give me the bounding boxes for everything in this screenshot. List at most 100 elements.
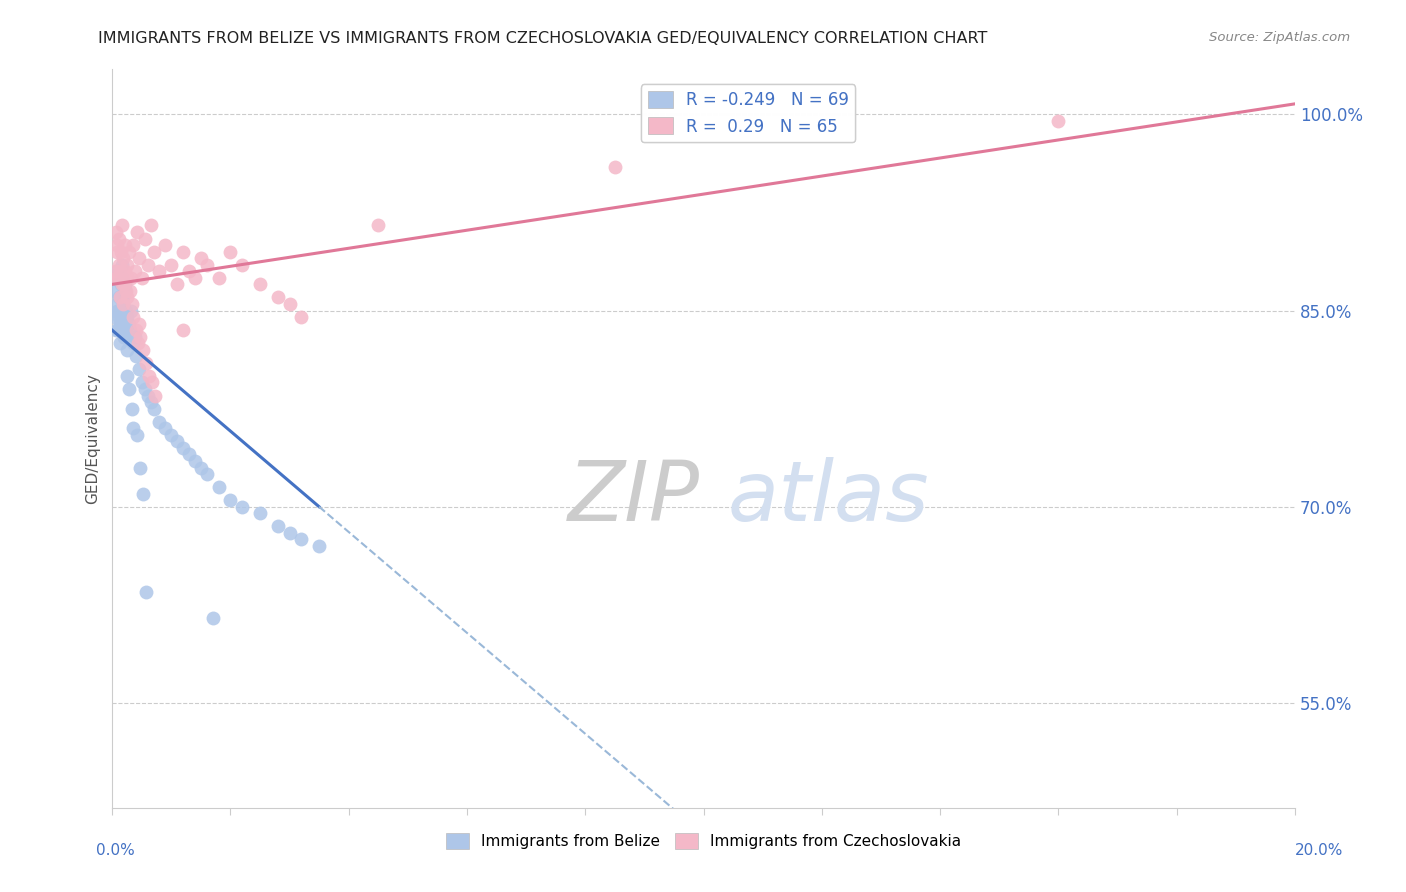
Point — [114, 284, 136, 298]
Point — [110, 317, 132, 331]
Point — [190, 251, 212, 265]
Point — [177, 264, 200, 278]
Point — [121, 238, 143, 252]
Point — [108, 336, 131, 351]
Point — [107, 238, 129, 252]
Point — [115, 343, 138, 357]
Point — [111, 277, 134, 292]
Point — [110, 264, 132, 278]
Point — [184, 454, 207, 468]
Point — [114, 284, 136, 298]
Point — [112, 329, 135, 343]
Point — [139, 219, 162, 233]
Point — [118, 244, 141, 259]
Point — [139, 395, 162, 409]
Point — [124, 329, 146, 343]
Point — [110, 219, 132, 233]
Point — [142, 244, 165, 259]
Text: Source: ZipAtlas.com: Source: ZipAtlas.com — [1209, 31, 1350, 45]
Point — [135, 356, 157, 370]
Point — [135, 584, 157, 599]
Point — [117, 270, 139, 285]
Point — [104, 264, 127, 278]
Legend: R = -0.249   N = 69, R =  0.29   N = 65: R = -0.249 N = 69, R = 0.29 N = 65 — [641, 84, 855, 142]
Point — [136, 388, 159, 402]
Point — [114, 303, 136, 318]
Point — [148, 415, 170, 429]
Point — [249, 506, 271, 520]
Point — [177, 447, 200, 461]
Text: 0.0%: 0.0% — [96, 843, 135, 857]
Point — [112, 290, 135, 304]
Point — [107, 303, 129, 318]
Point — [131, 270, 153, 285]
Point — [125, 225, 148, 239]
Text: atlas: atlas — [727, 457, 929, 538]
Point — [172, 244, 194, 259]
Point — [111, 251, 134, 265]
Point — [219, 244, 242, 259]
Point — [166, 277, 188, 292]
Y-axis label: GED/Equivalency: GED/Equivalency — [86, 373, 100, 503]
Point — [290, 533, 312, 547]
Point — [111, 297, 134, 311]
Point — [121, 336, 143, 351]
Point — [121, 297, 143, 311]
Point — [267, 290, 290, 304]
Point — [110, 290, 132, 304]
Point — [121, 401, 143, 416]
Point — [105, 270, 128, 285]
Point — [114, 277, 136, 292]
Point — [118, 323, 141, 337]
Point — [603, 160, 626, 174]
Point — [138, 368, 160, 383]
Point — [367, 219, 389, 233]
Point — [111, 317, 134, 331]
Point — [128, 362, 150, 376]
Point — [118, 382, 141, 396]
Point — [120, 303, 142, 318]
Point — [108, 290, 131, 304]
Point — [108, 231, 131, 245]
Point — [142, 401, 165, 416]
Point — [249, 277, 271, 292]
Point — [166, 434, 188, 449]
Point — [131, 376, 153, 390]
Point — [107, 258, 129, 272]
Point — [107, 323, 129, 337]
Point — [112, 297, 135, 311]
Point — [112, 329, 135, 343]
Point — [125, 323, 148, 337]
Point — [160, 258, 183, 272]
Point — [267, 519, 290, 533]
Point — [160, 427, 183, 442]
Point — [107, 270, 129, 285]
Point — [278, 525, 301, 540]
Point — [207, 480, 229, 494]
Point — [195, 467, 218, 481]
Point — [104, 310, 127, 324]
Point — [132, 343, 155, 357]
Point — [195, 258, 218, 272]
Point — [124, 264, 146, 278]
Point — [110, 277, 132, 292]
Point — [110, 317, 132, 331]
Point — [118, 284, 141, 298]
Point — [125, 427, 148, 442]
Point — [112, 277, 135, 292]
Point — [143, 388, 166, 402]
Point — [127, 336, 149, 351]
Point — [118, 317, 141, 331]
Point — [105, 264, 128, 278]
Text: ZIP: ZIP — [568, 457, 700, 538]
Point — [108, 290, 131, 304]
Point — [110, 258, 132, 272]
Point — [114, 264, 136, 278]
Point — [114, 238, 136, 252]
Point — [132, 486, 155, 500]
Text: IMMIGRANTS FROM BELIZE VS IMMIGRANTS FROM CZECHOSLOVAKIA GED/EQUIVALENCY CORRELA: IMMIGRANTS FROM BELIZE VS IMMIGRANTS FRO… — [98, 31, 988, 46]
Point — [108, 270, 131, 285]
Point — [1047, 113, 1070, 128]
Point — [129, 329, 152, 343]
Point — [110, 244, 132, 259]
